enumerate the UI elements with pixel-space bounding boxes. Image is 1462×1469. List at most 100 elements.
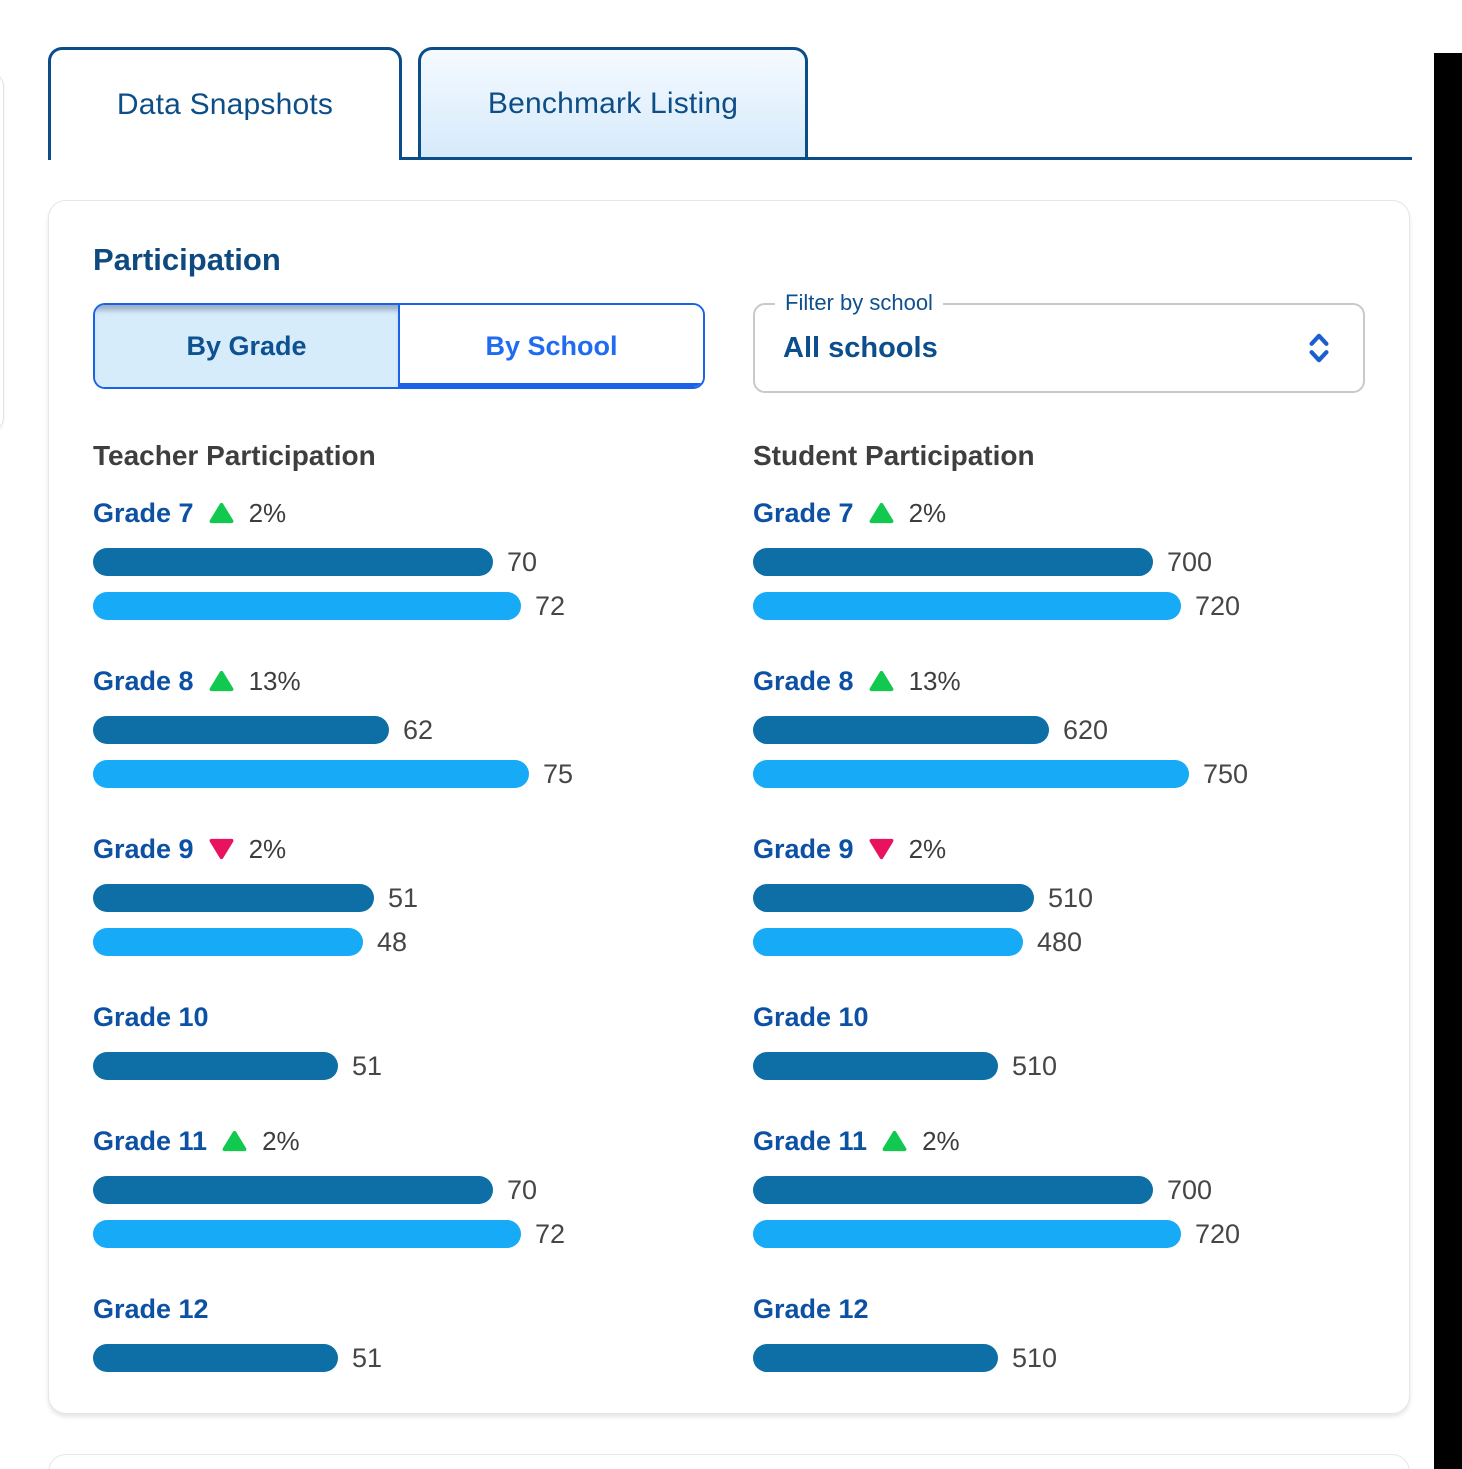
bar [93, 592, 521, 620]
grade-bars: 700 720 [753, 548, 1365, 620]
view-toggle: By Grade By School [93, 303, 705, 389]
bar-row: 510 [753, 884, 1365, 912]
grade-bars: 70 72 [93, 548, 705, 620]
bar-value: 620 [1063, 715, 1109, 745]
grade-group: Grade 8 13% 62 75 [93, 665, 705, 788]
offscreen-panel-edge [0, 71, 4, 433]
bar-value: 51 [352, 1343, 383, 1373]
bar-row: 510 [753, 1344, 1365, 1372]
grade-group: Grade 11 2% 700 720 [753, 1125, 1365, 1248]
school-filter-select[interactable]: Filter by school All schools [753, 290, 1365, 393]
grade-group: Grade 12 510 [753, 1294, 1365, 1372]
bar [753, 716, 1049, 744]
bar [93, 1052, 338, 1080]
grade-group-header: Grade 11 2% [93, 1125, 705, 1156]
bar-row: 51 [93, 884, 705, 912]
bar-row: 72 [93, 1220, 705, 1248]
bar [93, 928, 363, 956]
increase-triangle-icon [882, 1130, 907, 1152]
participation-charts: Teacher Participation Grade 7 2% 70 72 G… [93, 441, 1365, 1372]
decrease-triangle-icon [869, 838, 893, 860]
grade-bars: 700 720 [753, 1176, 1365, 1248]
bar [753, 1176, 1153, 1204]
delta-value: 2% [262, 1125, 300, 1156]
grade-label: Grade 8 [753, 665, 854, 696]
grade-label: Grade 7 [753, 497, 854, 528]
grade-group-header: Grade 7 2% [93, 497, 705, 528]
unfold-more-icon [1309, 333, 1329, 363]
grade-group: Grade 12 51 [93, 1294, 705, 1373]
grade-bars: 51 [93, 1052, 705, 1080]
bar [753, 1344, 998, 1372]
grade-group-header: Grade 11 2% [753, 1125, 1365, 1156]
bar [753, 1052, 998, 1080]
bar-value: 510 [1012, 1343, 1058, 1373]
grade-group: Grade 10 510 [753, 1001, 1365, 1080]
bar-value: 70 [507, 547, 538, 577]
increase-triangle-icon [869, 670, 893, 692]
delta-value: 2% [908, 497, 947, 528]
delta-value: 2% [248, 497, 287, 528]
bar-value: 51 [388, 883, 419, 913]
bar [93, 548, 493, 576]
toggle-label: By School [485, 330, 618, 361]
grade-label: Grade 8 [93, 665, 194, 696]
bar-value: 720 [1195, 591, 1241, 621]
tab-benchmark-listing[interactable]: Benchmark Listing [418, 47, 808, 157]
controls-row: By Grade By School Filter by school All … [93, 290, 1365, 393]
grade-bars: 510 [753, 1344, 1365, 1372]
filter-label: Filter by school [775, 290, 943, 316]
bar [93, 716, 389, 744]
filter-value: All schools [783, 331, 938, 364]
grade-bars: 510 480 [753, 884, 1365, 956]
chart-groups: Grade 7 2% 70 72 Grade 8 13% 62 [93, 497, 705, 1373]
grade-group-header: Grade 10 [93, 1002, 705, 1032]
tab-label: Data Snapshots [116, 88, 334, 121]
increase-triangle-icon [222, 1130, 247, 1152]
delta-value: 13% [248, 665, 301, 696]
chart-title: Teacher Participation [93, 440, 376, 471]
grade-label: Grade 9 [753, 833, 854, 864]
bar-value: 700 [1167, 1175, 1213, 1205]
grade-group-header: Grade 9 2% [93, 833, 705, 864]
grade-group: Grade 11 2% 70 72 [93, 1125, 705, 1248]
increase-triangle-icon [209, 502, 233, 524]
bar [753, 928, 1023, 956]
bar-row: 70 [93, 548, 705, 576]
increase-triangle-icon [869, 502, 893, 524]
bar-row: 720 [753, 1220, 1365, 1248]
toggle-by-grade[interactable]: By Grade [95, 305, 398, 387]
bar [753, 592, 1181, 620]
tab-data-snapshots[interactable]: Data Snapshots [48, 47, 402, 160]
bar [93, 1176, 493, 1204]
toggle-by-school[interactable]: By School [398, 305, 703, 387]
bar-row: 700 [753, 548, 1365, 576]
grade-group-header: Grade 7 2% [753, 497, 1365, 528]
grade-bars: 70 72 [93, 1176, 705, 1248]
bar-row: 750 [753, 760, 1365, 788]
grade-group: Grade 9 2% 510 480 [753, 833, 1365, 956]
bar [753, 760, 1189, 788]
bar-value: 510 [1048, 883, 1094, 913]
bar-value: 72 [535, 591, 566, 621]
grade-group-header: Grade 8 13% [753, 665, 1365, 696]
bar [753, 548, 1153, 576]
delta-value: 2% [248, 833, 287, 864]
bar-value: 480 [1037, 927, 1083, 957]
grade-group-header: Grade 9 2% [753, 833, 1365, 864]
right-edge-strip [1434, 53, 1462, 1469]
bar [753, 884, 1034, 912]
bar [93, 1344, 338, 1372]
grade-label: Grade 11 [93, 1125, 208, 1156]
grade-group-header: Grade 12 [93, 1294, 705, 1324]
bar-row: 720 [753, 592, 1365, 620]
toggle-label: By Grade [186, 330, 307, 361]
chart-groups: Grade 7 2% 700 720 Grade 8 13% 620 [753, 497, 1365, 1372]
grade-label: Grade 7 [93, 497, 194, 528]
delta-value: 2% [922, 1125, 960, 1156]
grade-group: Grade 9 2% 51 48 [93, 833, 705, 956]
bar [753, 1220, 1181, 1248]
grade-label: Grade 10 [753, 1001, 869, 1032]
grade-group: Grade 8 13% 620 750 [753, 665, 1365, 788]
delta-value: 13% [908, 665, 961, 696]
